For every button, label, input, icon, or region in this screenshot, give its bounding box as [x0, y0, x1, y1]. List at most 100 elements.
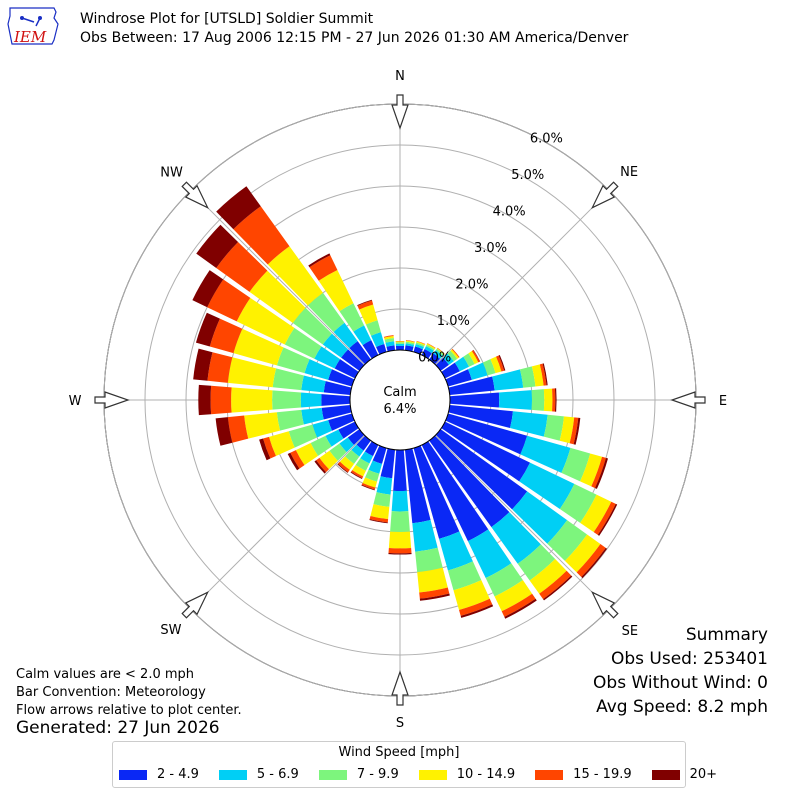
windrose-bar-segment: [405, 340, 415, 344]
windrose-bar-segment: [301, 407, 324, 425]
windrose-bar-segment: [244, 412, 281, 439]
windrose-bar-segment: [351, 444, 364, 457]
flow-arrow-shape: [670, 391, 706, 409]
windrose-bar-segment: [215, 417, 233, 446]
windrose-bar-segment: [581, 547, 608, 579]
flow-arrow-shape: [94, 391, 130, 409]
legend-swatch: [535, 769, 564, 780]
windrose-bar-segment: [512, 491, 568, 544]
windrose-bar-segment: [193, 348, 213, 381]
windrose-bar-segment: [559, 416, 575, 444]
direction-spoke: [190, 190, 365, 365]
windrose-bar-segment: [364, 441, 379, 457]
windrose-bar-segment: [207, 352, 233, 383]
windrose-bar-segment: [384, 335, 394, 340]
windrose-bar-segment: [441, 362, 460, 379]
windrose-bar-segment: [415, 342, 425, 347]
windrose-bar-segment: [259, 438, 271, 461]
flow-arrow: [591, 181, 619, 209]
windrose-bar-segment: [427, 343, 436, 349]
windrose-bar-segment: [316, 457, 330, 473]
windrose-bar-segment: [337, 463, 349, 473]
windrose-bar-segment: [192, 270, 224, 308]
windrose-bar-segment: [376, 343, 387, 355]
windrose-bar-segment: [307, 292, 345, 332]
legend-label: 10 - 14.9: [456, 767, 516, 782]
windrose-bar-segment: [321, 404, 352, 420]
calm-percent: 6.4%: [383, 402, 416, 417]
windrose-bar-segment: [370, 332, 385, 347]
windrose-bar-segment: [510, 411, 548, 437]
windrose-bar-segment: [322, 333, 349, 358]
windrose-bar-segment: [233, 206, 290, 265]
windrose-bar-segment: [314, 460, 327, 474]
windrose-bar-segment: [292, 307, 332, 345]
windrose-bar-segment: [519, 462, 575, 510]
windrose-bar-segment: [517, 544, 556, 581]
windrose-bar-segment: [395, 345, 405, 351]
legend-title: Wind Speed [mph]: [338, 745, 460, 760]
flow-arrow-shape: [591, 181, 619, 209]
direction-spoke: [435, 435, 610, 610]
windrose-bar-segment: [543, 388, 553, 412]
direction-label: NW: [160, 166, 183, 181]
windrose-bar-segment: [543, 575, 573, 601]
windrose-bar-segment: [447, 561, 482, 591]
windrose-bar-segment: [349, 341, 371, 365]
calm-circle: [349, 349, 451, 451]
windrose-bar-segment: [459, 598, 493, 616]
windrose-bar-segment: [436, 348, 445, 355]
windrose-bar-segment: [498, 354, 506, 371]
windrose-bar-segment: [209, 318, 243, 354]
windrose-bar-segment: [448, 404, 513, 429]
windrose-bar-segment: [345, 449, 360, 464]
windrose-bar-segment: [416, 341, 426, 346]
windrose-bar-segment: [373, 492, 391, 507]
direction-label: W: [69, 394, 82, 409]
windrose-bar-segment: [433, 350, 443, 359]
windrose-bar-segment: [441, 421, 531, 482]
windrose-bar-segment: [333, 322, 358, 349]
legend-label: 2 - 4.9: [157, 767, 199, 782]
windrose-bar-segment: [216, 186, 261, 230]
windrose-bar-segment: [435, 348, 445, 356]
windrose-bar-segment: [198, 384, 212, 416]
direction-spoke: [190, 435, 365, 610]
windrose-bar-segment: [231, 387, 273, 413]
windrose-bar-segment: [195, 312, 220, 347]
windrose-bar-segment: [196, 224, 239, 268]
windrose-bar-segment: [350, 471, 363, 480]
windrose-bar-segment: [453, 580, 490, 610]
windrose-bar-segment: [539, 363, 547, 386]
flow-arrow-shape: [591, 591, 619, 619]
windrose-bar-segment: [388, 552, 412, 555]
windrose-bar-segment: [263, 436, 276, 459]
chart-subtitle: Obs Between: 17 Aug 2006 12:15 PM - 27 J…: [80, 30, 629, 46]
radial-tick-label: 1.0%: [437, 314, 470, 329]
windrose-bar-segment: [454, 356, 470, 372]
windrose-bar-segment: [597, 503, 618, 536]
windrose-bar-segment: [328, 369, 355, 387]
legend-label: 7 - 9.9: [356, 767, 399, 782]
generated-date: Generated: 27 Jun 2026: [16, 718, 220, 738]
windrose-bar-segment: [353, 325, 372, 346]
windrose-bar-segment: [393, 449, 407, 491]
windrose-bar-segment: [325, 429, 344, 447]
windrose-bar-segment: [490, 356, 502, 374]
windrose-bar-segment: [338, 421, 359, 439]
radial-tick-label: 0.0%: [418, 350, 451, 365]
windrose-bar-segment: [593, 501, 616, 535]
windrose-bar-segment: [287, 452, 300, 471]
windrose-bar-segment: [405, 340, 415, 343]
windrose-bar-segment: [383, 335, 394, 338]
windrose-bar-segment: [339, 437, 354, 453]
windrose-bar-segment: [501, 593, 536, 617]
windrose-bar-segment: [416, 340, 426, 345]
flow-arrow: [591, 591, 619, 619]
chart-title: Windrose Plot for [UTSLD] Soldier Summit: [80, 11, 374, 27]
windrose-bar-segment: [227, 357, 277, 388]
direction-label: N: [395, 69, 405, 84]
windrose-bar-segment: [531, 389, 545, 411]
calm-definition-note: Calm values are < 2.0 mph: [16, 667, 195, 682]
windrose-bar-segment: [448, 376, 495, 396]
